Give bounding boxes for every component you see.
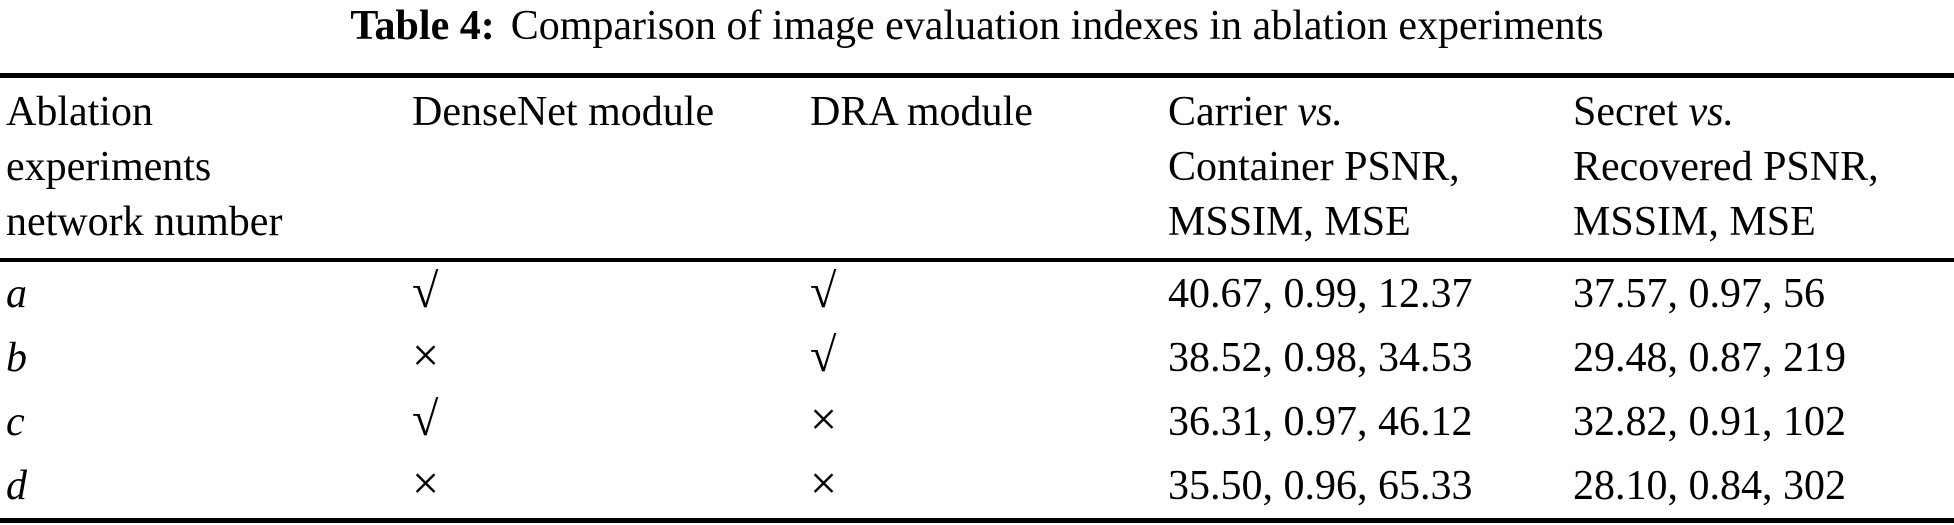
dra-module-mark: √	[810, 260, 1168, 326]
header-dra-module: DRA module	[810, 75, 1168, 262]
table-caption-text: Comparison of image evaluation indexes i…	[510, 3, 1604, 49]
header-ablation-network-number: Ablation experiments network number	[0, 75, 412, 262]
row-label: c	[6, 399, 25, 445]
checkmark-icon: √	[810, 329, 837, 382]
checkmark-icon: √	[810, 265, 837, 318]
row-label: a	[6, 271, 27, 317]
densenet-module-mark: ×	[412, 326, 810, 390]
cross-icon: ×	[412, 457, 440, 510]
checkmark-icon: √	[412, 265, 439, 318]
cross-icon: ×	[412, 329, 440, 382]
table-row-c: c √ × 36.31, 0.97, 46.12 32.82, 0.91, 10…	[0, 390, 1954, 454]
row-label: b	[6, 335, 27, 381]
table-caption: Table 4: Comparison of image evaluation i…	[0, 0, 1954, 52]
dra-module-mark: √	[810, 326, 1168, 390]
secret-recovered-metrics: 32.82, 0.91, 102	[1573, 399, 1846, 445]
ablation-results-table: Ablation experiments network number Dens…	[0, 73, 1954, 523]
densenet-module-mark: ×	[412, 454, 810, 521]
table-caption-label: Table 4:	[350, 3, 495, 49]
densenet-module-mark: √	[412, 260, 810, 326]
carrier-container-metrics: 40.67, 0.99, 12.37	[1168, 271, 1473, 317]
cross-icon: ×	[810, 457, 838, 510]
carrier-container-metrics: 38.52, 0.98, 34.53	[1168, 335, 1473, 381]
densenet-module-mark: √	[412, 390, 810, 454]
header-carrier-vs-container: Carrier vs. Container PSNR, MSSIM, MSE	[1168, 75, 1573, 262]
header-secret-vs-recovered: Secret vs. Recovered PSNR, MSSIM, MSE	[1573, 75, 1954, 262]
header-row: Ablation experiments network number Dens…	[0, 75, 1954, 262]
dra-module-mark: ×	[810, 454, 1168, 521]
table-row-a: a √ √ 40.67, 0.99, 12.37 37.57, 0.97, 56	[0, 260, 1954, 326]
table-row-d: d × × 35.50, 0.96, 65.33 28.10, 0.84, 30…	[0, 454, 1954, 521]
row-label: d	[6, 463, 27, 509]
cross-icon: ×	[810, 393, 838, 446]
carrier-container-metrics: 36.31, 0.97, 46.12	[1168, 399, 1473, 445]
checkmark-icon: √	[412, 393, 439, 446]
secret-recovered-metrics: 29.48, 0.87, 219	[1573, 335, 1846, 381]
carrier-container-metrics: 35.50, 0.96, 65.33	[1168, 463, 1473, 509]
secret-recovered-metrics: 28.10, 0.84, 302	[1573, 463, 1846, 509]
dra-module-mark: ×	[810, 390, 1168, 454]
header-densenet-module: DenseNet module	[412, 75, 810, 262]
table-row-b: b × √ 38.52, 0.98, 34.53 29.48, 0.87, 21…	[0, 326, 1954, 390]
secret-recovered-metrics: 37.57, 0.97, 56	[1573, 271, 1825, 317]
